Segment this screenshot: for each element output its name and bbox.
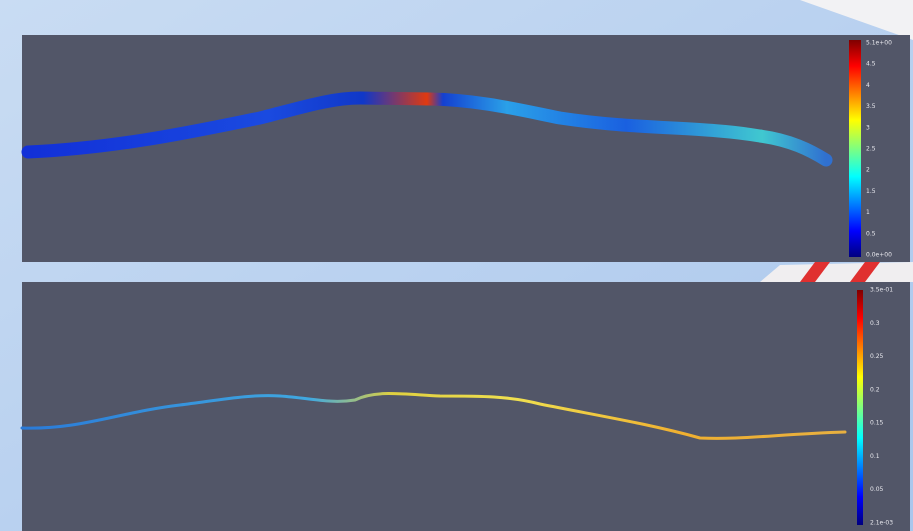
colorbar-label: 0.25 [870,353,884,360]
viewport [22,35,910,262]
screenshot: 5.1e+00 4.5 4 3.5 3 2.5 2 1.5 1 0.5 0.0e+00 3.5e-0… [0,0,913,531]
colorbar-label: 0.15 [870,420,884,427]
colorbar-label: 0.1 [870,453,880,460]
colorbar-label: 0.05 [870,486,884,493]
colorbar [857,290,863,525]
colorbar-label: 0.0e+00 [866,252,892,259]
decor [760,262,913,282]
colorbar-label: 2 [866,167,870,174]
viewport [22,282,910,531]
colorbar-label: 4.5 [866,61,876,68]
panel-bottom: 3.5e-01 0.3 0.25 0.2 0.15 0.1 0.05 2.1e-03 [22,282,910,531]
colorbar-label: 2.1e-03 [870,520,893,527]
colorbar-label: 3 [866,124,870,131]
colorbar-label: 1.5 [866,188,876,195]
colorbar-label: 0.2 [870,386,880,393]
colorbar-label: 0.3 [870,320,880,327]
colorbar-label: 0.5 [866,230,876,237]
panel-top: 5.1e+00 4.5 4 3.5 3 2.5 2 1.5 1 0.5 0.0e+00 [22,35,910,262]
colorbar-label: 4 [866,82,870,89]
colorbar-label: 5.1e+00 [866,40,892,47]
colorbar-label: 3.5e-01 [870,287,893,294]
colorbar-label: 3.5 [866,103,876,110]
colorbar-label: 2.5 [866,146,876,153]
colorbar [849,40,861,257]
colorbar-label: 1 [866,209,870,216]
